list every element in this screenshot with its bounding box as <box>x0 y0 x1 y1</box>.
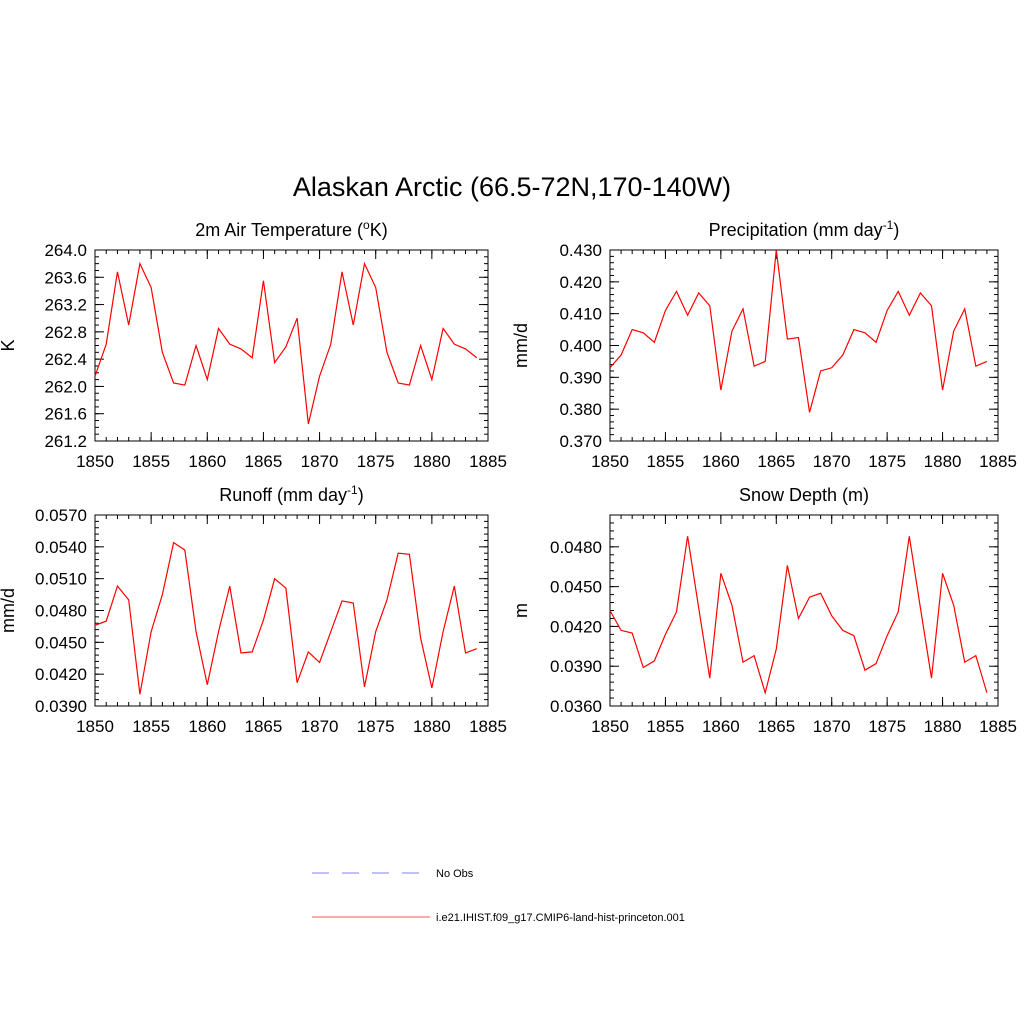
x-tick-label: 1870 <box>813 717 851 736</box>
y-tick-label: 263.6 <box>44 268 87 287</box>
panel-title-superscript: -1 <box>347 483 358 497</box>
y-tick-label: 263.2 <box>44 296 87 315</box>
y-tick-label: 0.0390 <box>35 697 87 716</box>
x-tick-label: 1855 <box>132 717 170 736</box>
panel-title-text: Snow Depth (m) <box>739 485 869 505</box>
x-tick-label: 1885 <box>979 452 1017 471</box>
plot-frame <box>609 249 999 442</box>
y-tick-label: 262.0 <box>44 377 87 396</box>
y-tick-label: 0.390 <box>559 368 602 387</box>
x-tick-label: 1865 <box>245 717 283 736</box>
legend-entry-2: i.e21.IHIST.f09_g17.CMIP6-land-hist-prin… <box>312 912 685 924</box>
x-tick-label: 1855 <box>647 717 685 736</box>
panels: 2m Air Temperature (oK)264.0263.6263.226… <box>0 218 1017 736</box>
series-line <box>609 536 988 695</box>
panel-title-suffix: ) <box>893 220 899 240</box>
y-tick-label: 262.4 <box>44 350 87 369</box>
y-axis-label: K <box>0 339 18 351</box>
panel-title-text: Runoff (mm day <box>219 485 347 505</box>
panel-title-superscript: -1 <box>883 218 894 232</box>
x-tick-label: 1885 <box>469 452 507 471</box>
chart-panel-3: Runoff (mm day-1) 0.0570 0.0540 0.0510 0.048… <box>0 483 507 736</box>
x-tick-label: 1870 <box>301 717 339 736</box>
chart-panel-1: 2m Air Temperature (oK) 264.0 263.6 263.2 26… <box>0 218 507 471</box>
y-axis-label: mm/d <box>511 323 531 368</box>
x-tick-label: 1860 <box>188 452 226 471</box>
y-tick-label: 0.0360 <box>550 697 602 716</box>
y-tick-label: 261.6 <box>44 405 87 424</box>
y-tick-label: 0.0510 <box>35 570 87 589</box>
x-tick-label: 1860 <box>188 717 226 736</box>
y-tick-label: 0.0570 <box>35 506 87 525</box>
y-tick-label: 0.400 <box>559 337 602 356</box>
panel-title-suffix: K) <box>370 220 388 240</box>
x-tick-label: 1860 <box>702 452 740 471</box>
y-tick-label: 0.410 <box>559 305 602 324</box>
x-tick-label: 1875 <box>357 717 395 736</box>
plot-frame <box>609 514 999 707</box>
y-tick-label: 0.0480 <box>35 602 87 621</box>
y-tick-label: 0.420 <box>559 273 602 292</box>
x-tick-label: 1850 <box>76 717 114 736</box>
y-tick-label: 0.0390 <box>550 657 602 676</box>
x-tick-label: 1865 <box>757 452 795 471</box>
legend-label: No Obs <box>436 868 474 880</box>
x-tick-label: 1870 <box>301 452 339 471</box>
x-tick-label: 1875 <box>357 452 395 471</box>
legend-label: i.e21.IHIST.f09_g17.CMIP6-land-hist-prin… <box>436 912 685 924</box>
x-tick-label: 1880 <box>924 452 962 471</box>
y-tick-label: 0.0420 <box>35 665 87 684</box>
chart-panel-4: Snow Depth (m) 0.0480 0.0450 0.0420 0.0390 0.… <box>511 485 1017 736</box>
panel-title-suffix: ) <box>358 485 364 505</box>
y-tick-label: 0.0540 <box>35 538 87 557</box>
panel-title-superscript: o <box>363 218 370 232</box>
panel-title-text: Precipitation (mm day <box>709 220 883 240</box>
x-tick-label: 1860 <box>702 717 740 736</box>
y-axis-label: mm/d <box>0 588 18 633</box>
y-tick-label: 0.380 <box>559 400 602 419</box>
series-line <box>94 541 477 695</box>
x-tick-label: 1875 <box>868 452 906 471</box>
legend: No Obs i.e21.IHIST.f09_g17.CMIP6-land-his… <box>312 868 685 924</box>
x-tick-label: 1880 <box>924 717 962 736</box>
panel-title-text: 2m Air Temperature ( <box>195 220 363 240</box>
panel-title: Snow Depth (m) <box>739 485 869 505</box>
series-line <box>94 261 478 425</box>
x-tick-label: 1850 <box>76 452 114 471</box>
x-tick-label: 1865 <box>757 717 795 736</box>
y-tick-label: 0.430 <box>559 241 602 260</box>
panel-title: 2m Air Temperature (oK) <box>195 218 387 240</box>
x-tick-label: 1885 <box>469 717 507 736</box>
y-tick-label: 0.0450 <box>35 633 87 652</box>
y-tick-label: 264.0 <box>44 241 87 260</box>
x-tick-label: 1855 <box>647 452 685 471</box>
legend-entry-1: No Obs <box>312 868 474 880</box>
y-tick-label: 262.8 <box>44 323 87 342</box>
y-tick-label: 0.370 <box>559 432 602 451</box>
y-tick-label: 0.0450 <box>550 578 602 597</box>
y-axis-label: m <box>511 603 531 618</box>
x-tick-label: 1855 <box>132 452 170 471</box>
x-tick-label: 1885 <box>979 717 1017 736</box>
x-tick-label: 1850 <box>591 452 629 471</box>
panel-title: Runoff (mm day-1) <box>219 483 363 505</box>
plot-frame <box>94 249 489 442</box>
y-tick-label: 261.2 <box>44 432 87 451</box>
x-tick-label: 1850 <box>591 717 629 736</box>
x-tick-label: 1865 <box>245 452 283 471</box>
figure-title: Alaskan Arctic (66.5-72N,170-140W) <box>293 172 731 202</box>
x-tick-label: 1880 <box>413 452 451 471</box>
x-tick-label: 1880 <box>413 717 451 736</box>
x-tick-label: 1870 <box>813 452 851 471</box>
panel-title: Precipitation (mm day-1) <box>709 218 900 240</box>
chart-panel-2: Precipitation (mm day-1) 0.430 0.420 0.410 0… <box>511 218 1017 471</box>
series-line <box>609 249 988 413</box>
x-tick-label: 1875 <box>868 717 906 736</box>
y-tick-label: 0.0420 <box>550 617 602 636</box>
y-tick-label: 0.0480 <box>550 538 602 557</box>
